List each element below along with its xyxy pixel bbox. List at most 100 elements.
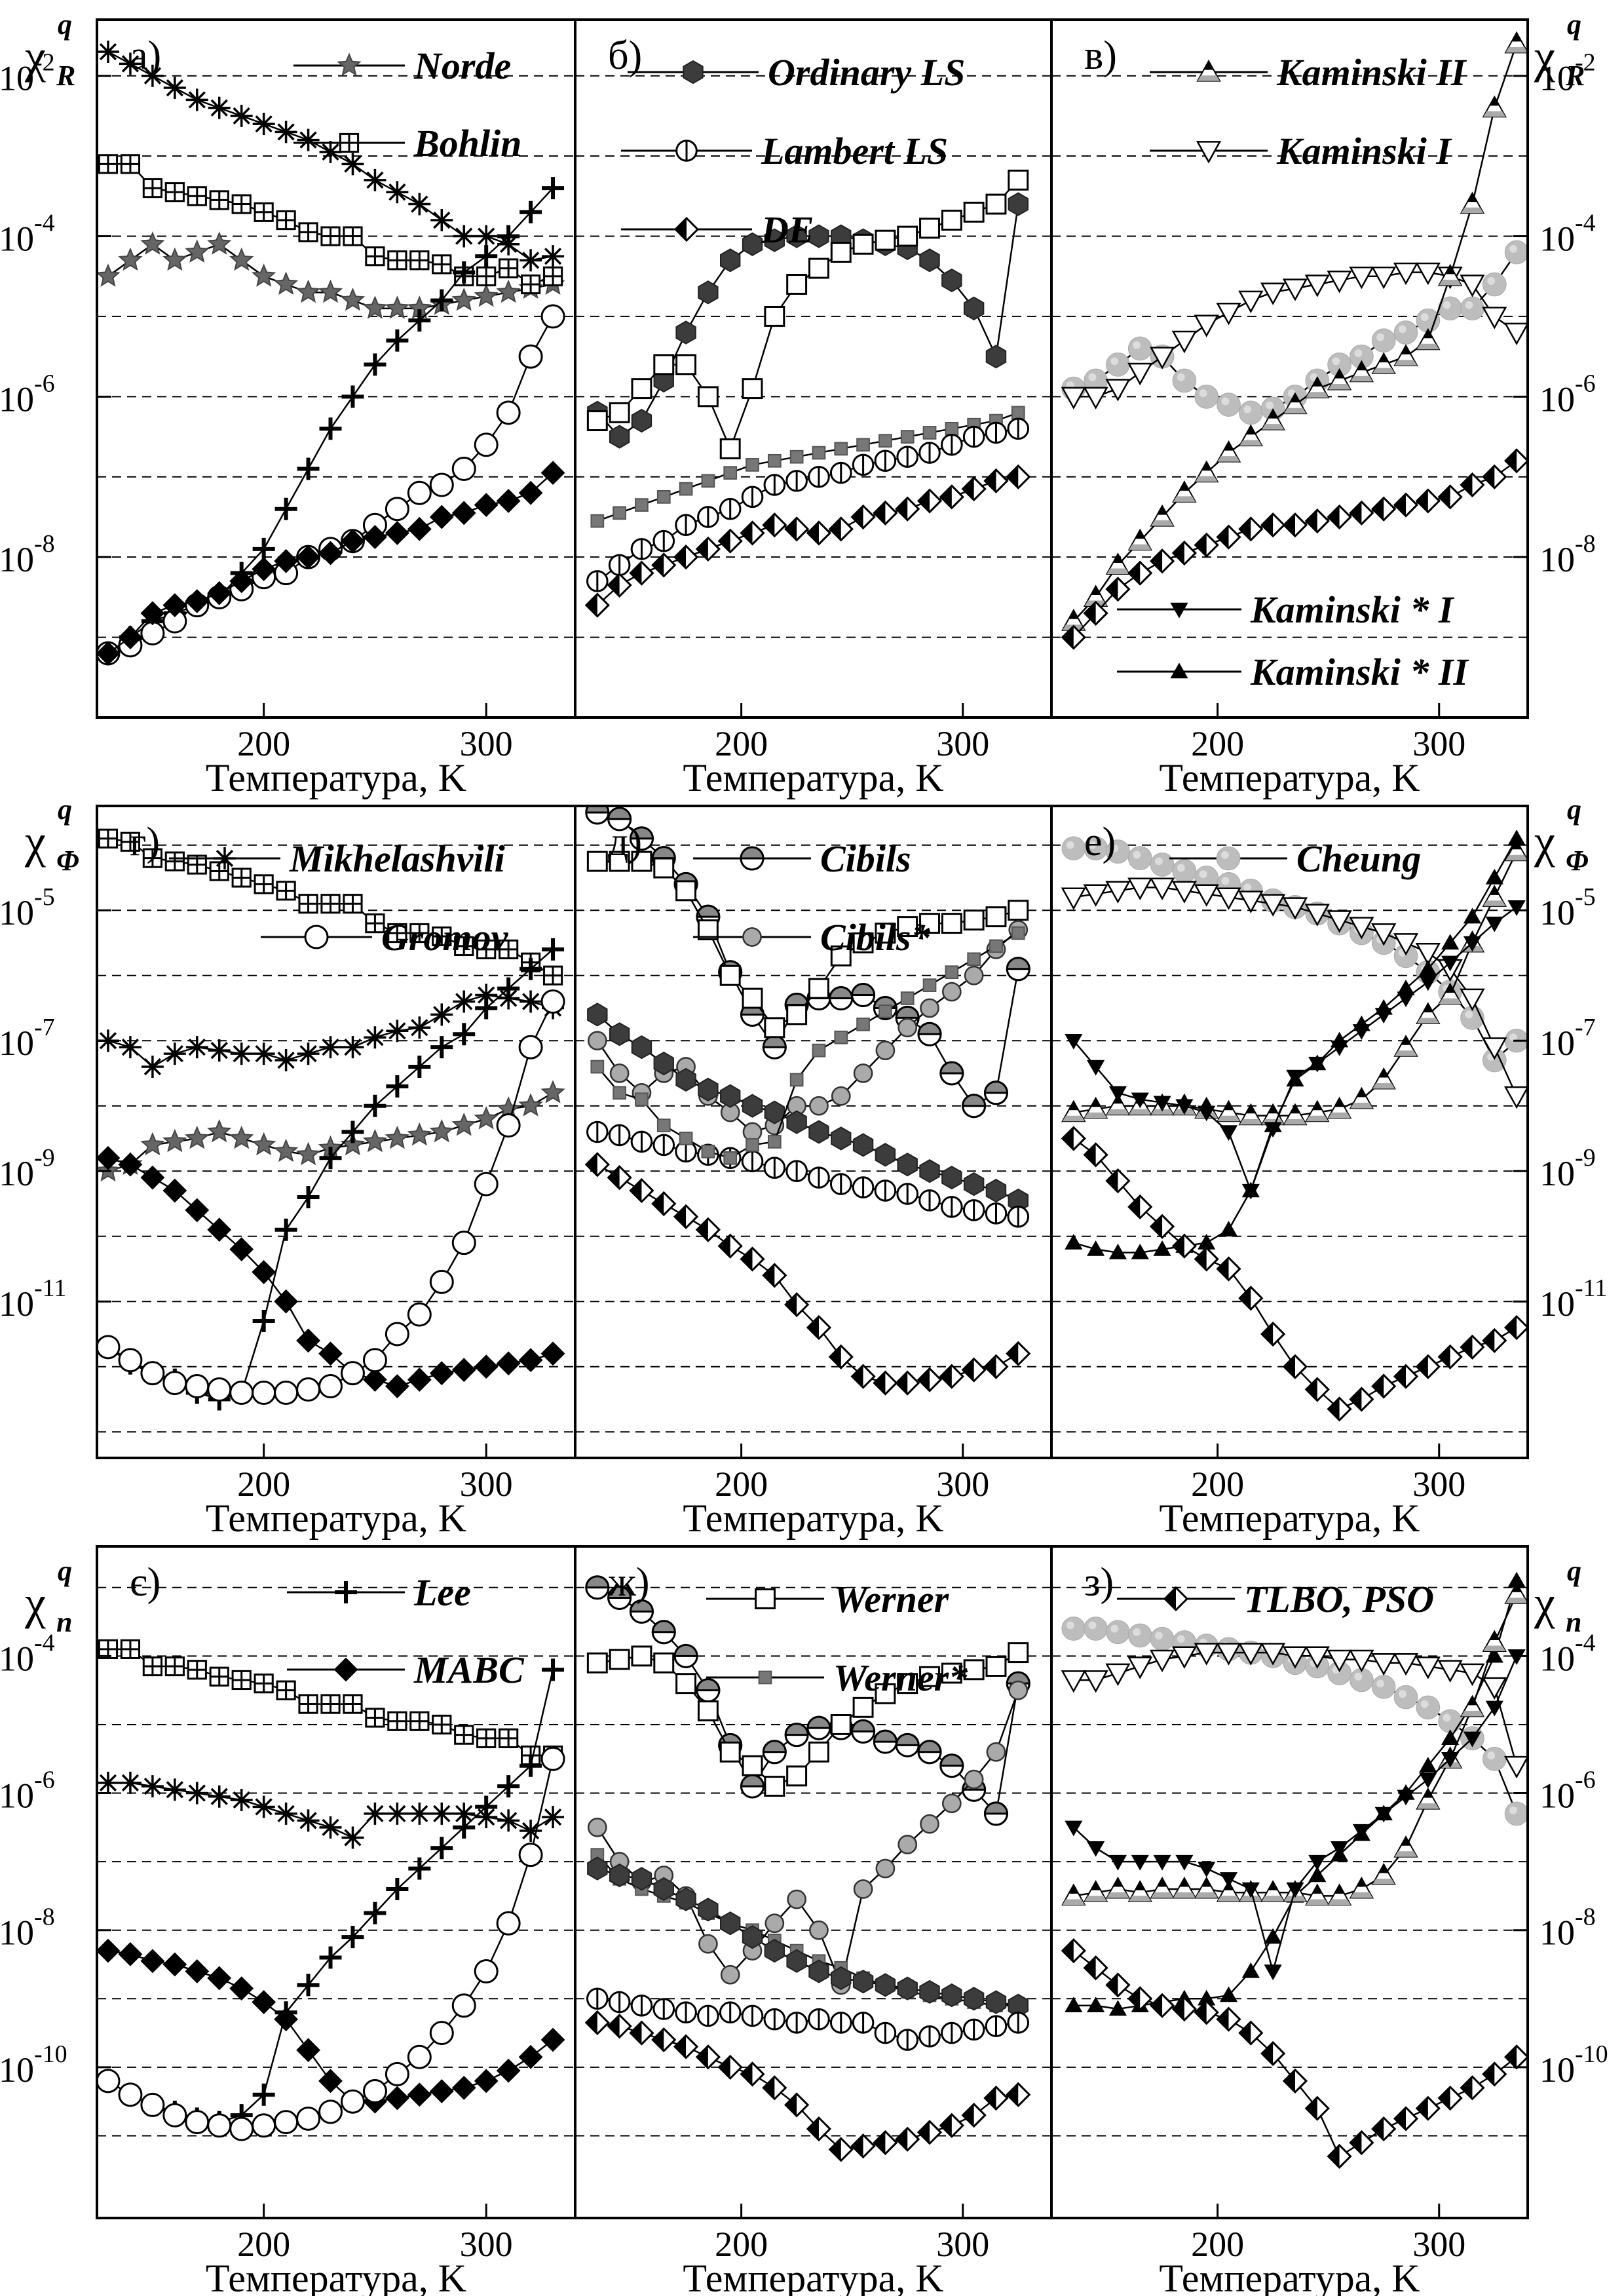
data-point	[631, 851, 652, 872]
y-tick-label: 10-4	[1539, 210, 1596, 259]
data-point	[1171, 1646, 1198, 1669]
data-point	[585, 1575, 610, 1600]
data-point	[1349, 1086, 1374, 1109]
plot-frame	[1050, 1545, 1529, 2219]
data-point	[408, 1016, 431, 1039]
data-point	[1238, 424, 1264, 447]
data-point	[1194, 384, 1219, 409]
legend-marker	[1196, 141, 1222, 164]
data-point	[941, 210, 962, 231]
data-point	[1352, 1824, 1370, 1840]
data-point	[1415, 2095, 1441, 2121]
data-point	[607, 572, 632, 598]
data-point	[1371, 1373, 1397, 1399]
data-point	[741, 486, 764, 508]
data-point	[1283, 1103, 1308, 1126]
data-point	[985, 906, 1007, 928]
data-point	[364, 1094, 387, 1117]
data-point	[1507, 1649, 1526, 1665]
data-point	[229, 2116, 254, 2141]
data-point	[474, 493, 499, 518]
data-point	[1127, 846, 1152, 870]
data-point	[961, 1357, 987, 1383]
data-point	[209, 1666, 229, 1687]
data-point	[475, 1795, 498, 1818]
data-point	[341, 385, 364, 408]
data-point	[162, 1128, 187, 1153]
data-point	[454, 1725, 474, 1745]
series-group	[97, 40, 565, 666]
panel-label: д)	[608, 820, 642, 864]
plot-frame	[574, 18, 1053, 719]
data-point	[1460, 472, 1485, 498]
data-point	[254, 1674, 274, 1694]
data-point	[362, 2079, 387, 2104]
data-point	[1463, 1731, 1482, 1748]
data-point	[1127, 1656, 1153, 1679]
legend-entry: MABC	[287, 1649, 525, 1691]
data-point	[631, 1867, 652, 1891]
data-point	[895, 1370, 920, 1396]
y-tick-label: 10-6	[1539, 1767, 1596, 1816]
data-point	[983, 2085, 1009, 2111]
data-point	[385, 296, 410, 319]
data-point	[851, 983, 876, 1008]
data-point	[1349, 360, 1374, 383]
data-point	[318, 2099, 343, 2124]
legend-label: Lee	[413, 1571, 471, 1614]
data-point	[1131, 1092, 1149, 1109]
data-point	[407, 2082, 432, 2107]
data-point	[897, 225, 918, 247]
data-point	[900, 430, 915, 444]
data-point	[613, 506, 626, 520]
data-point	[983, 1081, 1008, 1105]
data-point	[651, 1620, 676, 1645]
data-point	[119, 1771, 142, 1794]
data-point	[185, 239, 210, 263]
data-point	[786, 224, 807, 248]
data-point	[1327, 2143, 1352, 2169]
data-point	[319, 1816, 342, 1839]
data-point	[1374, 1008, 1393, 1024]
data-point	[1105, 881, 1131, 904]
data-point	[1105, 552, 1131, 575]
data-point	[297, 1186, 320, 1208]
legend-marker	[683, 60, 704, 85]
legend-entry: TLBO, PSO	[1117, 1578, 1434, 1620]
row-label-phi-right: χ q Φ	[1534, 794, 1589, 877]
data-point	[542, 938, 565, 961]
data-point	[763, 1157, 786, 1179]
data-point	[1350, 344, 1374, 369]
data-point	[385, 497, 409, 522]
data-point	[830, 945, 852, 966]
data-point	[1393, 262, 1419, 286]
series-group	[1061, 31, 1528, 650]
row-label-symbol: χ	[24, 1577, 46, 1629]
x-tick-label: 300	[460, 2225, 513, 2264]
data-point	[1065, 1820, 1083, 1837]
data-point	[341, 153, 364, 176]
data-point	[518, 344, 543, 369]
data-point	[1260, 1880, 1285, 1902]
data-point	[1238, 2020, 1264, 2046]
data-point	[875, 1858, 896, 1879]
data-point	[1194, 1246, 1219, 1272]
data-point	[1305, 376, 1330, 398]
row-label-r-right: χ q R	[1534, 9, 1585, 92]
data-point	[1397, 1789, 1415, 1806]
data-point	[586, 851, 608, 872]
data-point	[831, 1126, 852, 1151]
data-point	[1065, 1234, 1083, 1250]
data-point	[340, 1361, 365, 1386]
data-point	[1482, 1746, 1507, 1771]
data-point	[1485, 1700, 1503, 1717]
data-point	[1127, 1194, 1153, 1220]
data-point	[1131, 1854, 1149, 1871]
data-point	[652, 529, 675, 552]
data-point	[784, 516, 810, 542]
data-point	[1108, 2000, 1127, 2016]
data-point	[1286, 1882, 1304, 1898]
data-point	[496, 489, 521, 513]
data-point	[451, 457, 476, 482]
data-point	[1219, 1125, 1238, 1141]
